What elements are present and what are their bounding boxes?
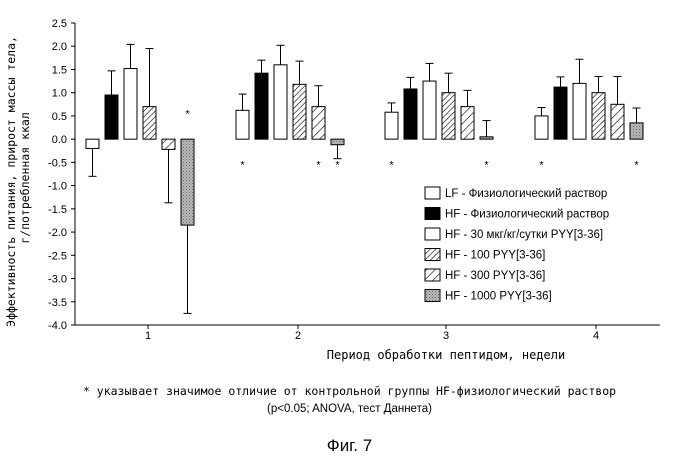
y-tick-label: 2.0: [52, 41, 67, 53]
bar: [591, 92, 606, 140]
legend-swatch: [424, 289, 441, 302]
y-tick-label: -3.0: [48, 274, 67, 286]
bars: * * * * * * * *: [85, 43, 644, 314]
y-axis-label-line1: Эффективность питания, прирост массы тел…: [4, 36, 18, 327]
significance-mark: *: [185, 109, 190, 121]
significance-mark: *: [484, 160, 489, 172]
bar: [330, 138, 345, 146]
significance-mark: *: [389, 160, 394, 172]
bar: [629, 122, 644, 140]
bar: [273, 64, 288, 140]
y-axis: 2.5 2.0 1.5 1.0 0.5 0.0 -0.5 -1.0 -1.5 -2.0 -2.5 -3…: [48, 18, 76, 332]
bar: [311, 106, 326, 140]
x-tick-label: 3: [443, 330, 449, 342]
bar: [85, 138, 100, 149]
y-tick-label: 0.5: [52, 111, 67, 123]
bar: [384, 111, 399, 140]
y-tick-label: -2.5: [48, 250, 67, 262]
significance-mark: *: [240, 160, 245, 172]
y-tick-label: 2.5: [52, 18, 67, 30]
x-tick-label: 4: [593, 330, 599, 342]
x-tick-label: 2: [295, 330, 301, 342]
significance-mark: *: [335, 160, 340, 172]
bar: [161, 138, 176, 150]
y-tick-label: -1.0: [48, 181, 67, 193]
bar: [441, 92, 456, 140]
bar: [553, 86, 568, 140]
bar-chart: 2.5 2.0 1.5 1.0 0.5 0.0 -0.5 -1.0 -1.5 -2.0 -2.5 -3…: [4, 18, 660, 362]
y-tick-label: -4.0: [48, 320, 67, 332]
bar: [403, 88, 418, 140]
significance-mark: *: [539, 160, 544, 172]
legend-swatch: [424, 207, 441, 220]
y-tick-label: 1.0: [52, 88, 67, 100]
bar: [180, 138, 195, 226]
legend-label: HF - 1000 PYY[3-36]: [445, 291, 552, 303]
legend-label: LF - Физиологический раствор: [445, 188, 607, 200]
y-tick-label: -3.5: [48, 297, 67, 309]
figure-caption: Фиг. 7: [326, 436, 373, 455]
y-tick-label: 0.0: [52, 134, 67, 146]
x-tick-label: 1: [145, 330, 151, 342]
bar: [123, 68, 138, 140]
footnote-significance: * указывает значимое отличие от контроль…: [82, 384, 617, 398]
bar: [292, 83, 307, 140]
y-axis-label-line2: г/потребленная ккал: [18, 112, 32, 244]
legend: LF - Физиологический раствор HF - Физиоло…: [424, 186, 609, 303]
legend-swatch: [424, 186, 441, 200]
y-tick-label: -0.5: [48, 157, 67, 169]
bar: [422, 80, 437, 140]
bar: [142, 106, 157, 140]
bar: [572, 82, 587, 140]
footnote-stats: (p<0.05; ANOVA, тест Даннета): [267, 403, 432, 415]
legend-label: HF - Физиологический раствор: [445, 209, 609, 221]
y-tick-label: -2.0: [48, 227, 67, 239]
bar: [104, 94, 119, 140]
x-axis: 1 2 3 4: [75, 324, 660, 342]
bar: [534, 115, 549, 140]
bar: [235, 109, 250, 140]
bar: [254, 72, 269, 140]
bar: [479, 136, 494, 140]
legend-swatch: [424, 268, 441, 282]
y-tick-label: 1.5: [52, 64, 67, 76]
legend-label: HF - 100 PYY[3-36]: [445, 250, 545, 262]
bar: [460, 106, 475, 140]
x-axis-label: Период обработки пептидом, недели: [327, 348, 565, 362]
significance-mark: *: [316, 160, 321, 172]
legend-swatch: [424, 248, 441, 261]
bar: [610, 103, 625, 140]
legend-swatch: [424, 227, 441, 241]
legend-label: HF - 300 PYY[3-36]: [445, 270, 545, 282]
y-axis-label: Эффективность питания, прирост массы тел…: [4, 29, 32, 327]
legend-label: HF - 30 мкг/кг/сутки PYY[3-36]: [445, 229, 603, 241]
y-tick-label: -1.5: [48, 204, 67, 216]
significance-mark: *: [634, 160, 639, 172]
